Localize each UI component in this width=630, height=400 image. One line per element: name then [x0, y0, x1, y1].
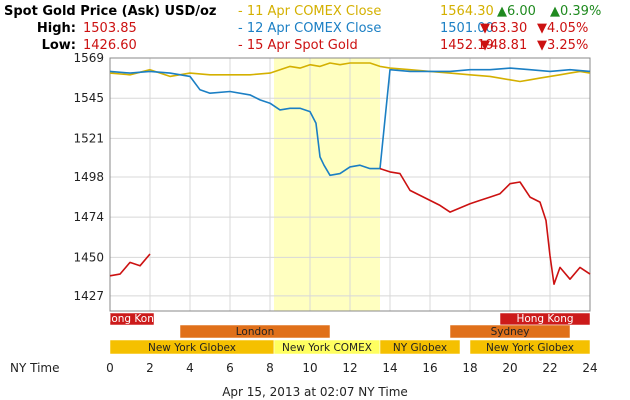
- x-tick-label: 18: [462, 361, 477, 375]
- x-axis-ticks: 0 2 4 6 8 10 12 14 16 18 20 22 24: [106, 361, 597, 375]
- x-tick-label: 22: [542, 361, 557, 375]
- legend-rows: - 11 Apr COMEX Close 1564.30 ▲6.00 ▲0.39…: [238, 4, 601, 53]
- legend-price-2: 1501.00: [440, 21, 494, 36]
- legend-price-1: 1564.30: [440, 4, 494, 19]
- session-label: NY Globex: [393, 342, 447, 354]
- x-tick-label: 6: [226, 361, 234, 375]
- legend-pct-2: ▼4.05%: [537, 21, 588, 36]
- series-line-3: [109, 167, 591, 285]
- x-tick-label: 14: [382, 361, 397, 375]
- x-tick-label: 16: [422, 361, 437, 375]
- high-label: High:: [37, 21, 76, 36]
- y-tick-label: 1427: [73, 289, 104, 303]
- series-line-1: [109, 62, 591, 83]
- y-tick-label: 1569: [73, 51, 104, 65]
- legend-label-2: - 12 Apr COMEX Close: [238, 21, 381, 36]
- y-tick-label: 1521: [73, 131, 104, 145]
- chart-title: Spot Gold Price (Ask) USD/oz: [4, 4, 216, 19]
- session-label: London: [236, 326, 275, 338]
- legend-label-1: - 11 Apr COMEX Close: [238, 4, 381, 19]
- plot-area: 1427 1450 1474 1498 1521 1545 1569: [73, 51, 591, 312]
- timestamp: Apr 15, 2013 at 02:07 NY Time: [222, 385, 408, 399]
- x-tick-label: 2: [146, 361, 154, 375]
- y-tick-label: 1545: [73, 91, 104, 105]
- comex-highlight-band: [274, 58, 380, 311]
- session-label: New York Globex: [486, 342, 574, 354]
- plot-border: [109, 57, 591, 312]
- session-label: Sydney: [491, 326, 530, 338]
- y-tick-label: 1474: [73, 210, 104, 224]
- session-bar: [109, 312, 155, 326]
- x-tick-label: 20: [502, 361, 517, 375]
- x-tick-label: 10: [302, 361, 317, 375]
- x-tick-label: 8: [266, 361, 274, 375]
- series-line-2: [109, 67, 591, 177]
- session-bands: Hong Kong Hong Kong London Sydney New York G…: [103, 312, 591, 355]
- session-label: Hong Kong: [103, 313, 160, 325]
- y-tick-label: 1498: [73, 170, 104, 184]
- legend-price-3: 1452.19: [440, 38, 494, 53]
- x-tick-label: 4: [186, 361, 194, 375]
- x-tick-label: 0: [106, 361, 114, 375]
- session-label: New York Globex: [148, 342, 236, 354]
- low-value: 1426.60: [83, 38, 137, 53]
- legend-change-1: ▲6.00: [497, 4, 536, 19]
- x-tick-label: 12: [342, 361, 357, 375]
- x-tick-label: 24: [582, 361, 597, 375]
- legend-pct-1: ▲0.39%: [550, 4, 601, 19]
- legend-label-3: - 15 Apr Spot Gold: [238, 38, 358, 53]
- x-axis-label: NY Time: [10, 361, 60, 375]
- high-value: 1503.85: [83, 21, 137, 36]
- session-bar: [379, 339, 461, 355]
- session-label: New York COMEX: [282, 342, 372, 354]
- session-label: Hong Kong: [516, 313, 573, 325]
- y-tick-label: 1450: [73, 250, 104, 264]
- low-label: Low:: [42, 38, 76, 53]
- session-bar: [469, 339, 591, 355]
- legend-change-3: ▼48.81: [480, 38, 527, 53]
- legend-change-2: ▼63.30: [480, 21, 527, 36]
- session-bar: [179, 324, 331, 339]
- session-bar: [449, 324, 571, 339]
- legend-pct-3: ▼3.25%: [537, 38, 588, 53]
